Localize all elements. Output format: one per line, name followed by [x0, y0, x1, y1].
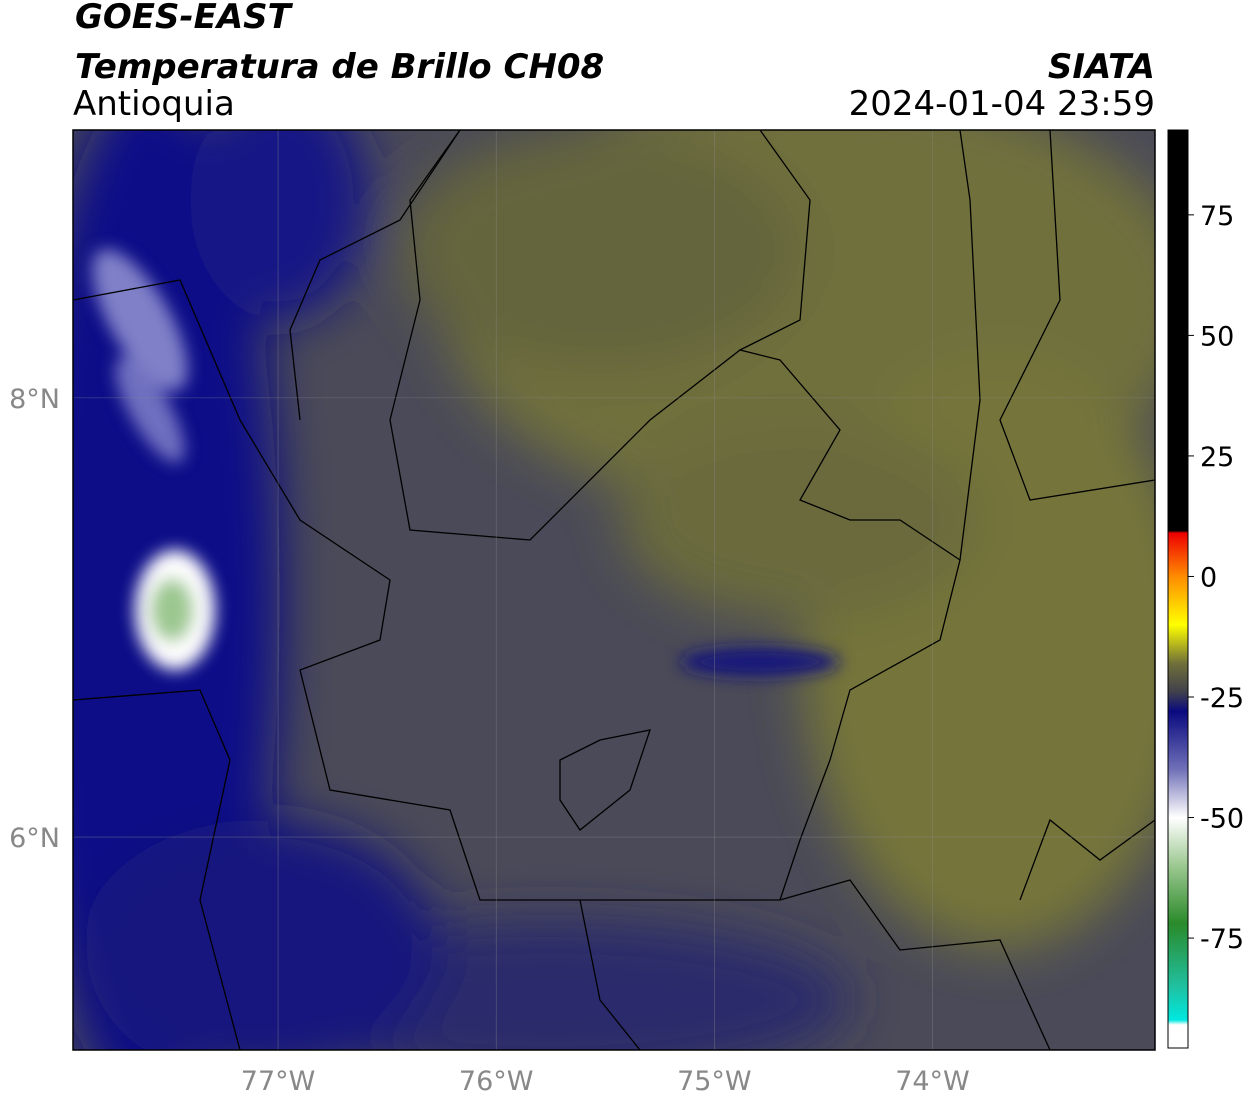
colorbar-tick-label: -25 — [1200, 683, 1244, 714]
map-frame — [72, 129, 1156, 1051]
datetime: 2024-01-04 23:59 — [849, 84, 1155, 124]
colorbar-tick-label: 75 — [1200, 201, 1234, 232]
title: GOES-EAST — [75, 0, 294, 37]
colorbar-tick-label: 50 — [1200, 321, 1234, 352]
lon-tick-label: 76°W — [459, 1066, 534, 1097]
lat-tick-label: 8°N — [9, 384, 60, 415]
lon-tick-label: 74°W — [895, 1066, 970, 1097]
colorbar-tick-label: 25 — [1200, 442, 1234, 473]
colorbar-tick-label: -50 — [1200, 804, 1244, 835]
colorbar-tick-label: -75 — [1200, 924, 1244, 955]
colorbar-tick-label: 0 — [1200, 562, 1217, 593]
lat-tick-label: 6°N — [9, 823, 60, 854]
lon-tick-label: 75°W — [677, 1066, 752, 1097]
colorbar — [1167, 129, 1189, 1049]
region: Antioquia — [73, 84, 235, 124]
source: SIATA — [1048, 47, 1155, 87]
graticule — [73, 130, 1155, 1050]
lon-tick-label: 77°W — [241, 1066, 316, 1097]
subtitle: Temperatura de Brillo CH08 — [75, 47, 604, 87]
map-image — [73, 130, 1155, 1050]
